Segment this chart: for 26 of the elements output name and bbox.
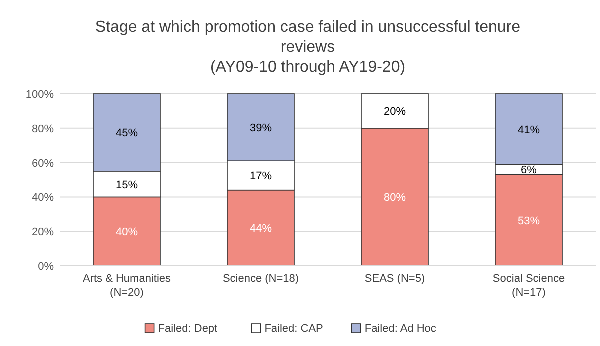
data-label: 45% <box>116 128 138 140</box>
y-tick-label: 60% <box>32 158 54 170</box>
data-label: 80% <box>384 192 406 204</box>
x-tick-label: Arts & Humanities (N=20) <box>82 273 172 299</box>
data-label: 39% <box>250 122 272 135</box>
data-label: 53% <box>518 215 540 228</box>
data-label: 41% <box>518 124 540 136</box>
x-tick-label: Science (N=18) <box>222 273 300 285</box>
data-label: 17% <box>250 170 272 183</box>
data-label: 6% <box>521 164 538 177</box>
x-tick-label: Social Science (N=17) <box>492 273 566 299</box>
chart-subtitle: (AY09-10 through AY19-20) <box>210 59 406 76</box>
data-label: 40% <box>116 226 138 239</box>
legend-label: Failed: Ad Hoc <box>364 323 437 335</box>
legend-label: Failed: Dept <box>158 323 218 335</box>
y-tick-label: 80% <box>32 123 54 136</box>
y-tick-label: 100% <box>26 89 54 101</box>
y-tick-label: 0% <box>38 261 54 273</box>
data-label: 15% <box>116 179 138 192</box>
data-label: 44% <box>250 223 272 236</box>
y-tick-label: 40% <box>32 192 54 204</box>
chart-title: Stage at which promotion case failed in unsuccessful tenure reviews <box>95 19 521 56</box>
data-label: 20% <box>384 106 406 118</box>
y-tick-label: 20% <box>32 226 54 239</box>
legend-label: Failed: CAP <box>264 323 324 335</box>
x-tick-label: SEAS (N=5) <box>364 273 426 285</box>
